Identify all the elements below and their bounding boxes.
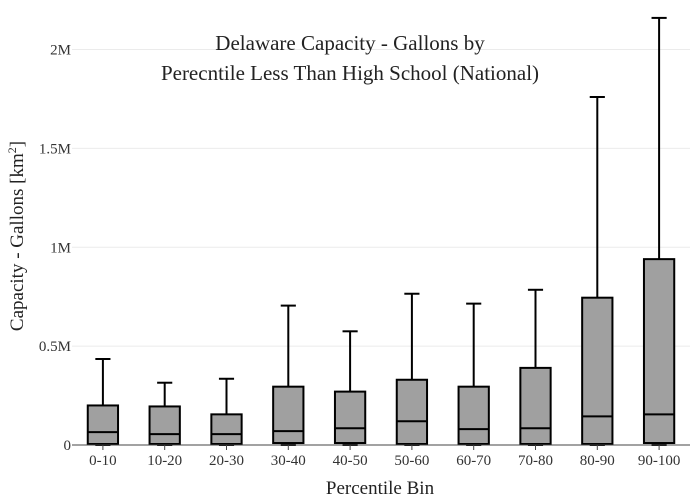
x-tick-label: 50-60 [394, 453, 429, 469]
iqr-box [333, 390, 367, 445]
y-tick-label: 1M [50, 240, 71, 256]
x-tick-label: 20-30 [209, 453, 244, 469]
x-tick-label: 70-80 [518, 453, 553, 469]
x-tick-label: 90-100 [638, 453, 681, 469]
box-60-70 [457, 302, 490, 446]
iqr-box [519, 366, 552, 446]
axes: 0 0.5M 1M 1.5M 2M 0-10 10-20 20-30 30-40 40-50 50-… [39, 43, 690, 469]
chart-title-line-2: Perecntile Less Than High School (Nation… [161, 61, 539, 85]
iqr-box [210, 413, 243, 446]
x-tick-label: 10-20 [147, 453, 182, 469]
y-axis-title: Capacity - Gallons [km2] [5, 141, 28, 331]
box-70-80 [519, 288, 552, 446]
boxes [86, 16, 676, 446]
chart-title-line-1: Delaware Capacity - Gallons by [215, 31, 485, 55]
y-axis-title-close: ] [7, 141, 28, 147]
y-axis-title-text: Capacity - Gallons [km [7, 153, 28, 331]
x-tick-label: 80-90 [580, 453, 615, 469]
box-40-50 [333, 330, 367, 446]
iqr-box [395, 378, 429, 446]
iqr-box [642, 258, 676, 445]
x-axis-title: Percentile Bin [326, 478, 435, 499]
x-tick-label: 30-40 [271, 453, 306, 469]
box-30-40 [272, 304, 305, 446]
x-tick-label: 60-70 [456, 453, 491, 469]
box-10-20 [148, 381, 181, 446]
iqr-box [581, 296, 614, 446]
iqr-box [457, 385, 490, 446]
box-50-60 [395, 292, 429, 446]
y-tick-label: 2M [50, 43, 71, 59]
y-tick-label: 0.5M [39, 339, 71, 355]
x-tick-label: 0-10 [89, 453, 117, 469]
box-80-90 [581, 96, 614, 446]
y-axis-title-superscript: 2 [5, 147, 19, 153]
iqr-box [86, 404, 120, 446]
x-tick-label: 40-50 [333, 453, 368, 469]
iqr-box [272, 385, 305, 445]
box-20-30 [210, 377, 243, 446]
box-90-100 [642, 16, 676, 446]
box-0-10 [86, 357, 120, 446]
y-tick-label: 0 [64, 438, 72, 454]
iqr-box [148, 405, 181, 446]
y-tick-label: 1.5M [39, 141, 71, 157]
